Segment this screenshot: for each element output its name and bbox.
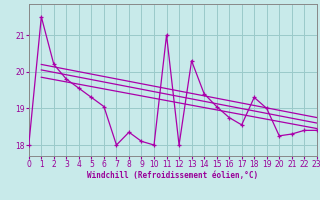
- X-axis label: Windchill (Refroidissement éolien,°C): Windchill (Refroidissement éolien,°C): [87, 171, 258, 180]
